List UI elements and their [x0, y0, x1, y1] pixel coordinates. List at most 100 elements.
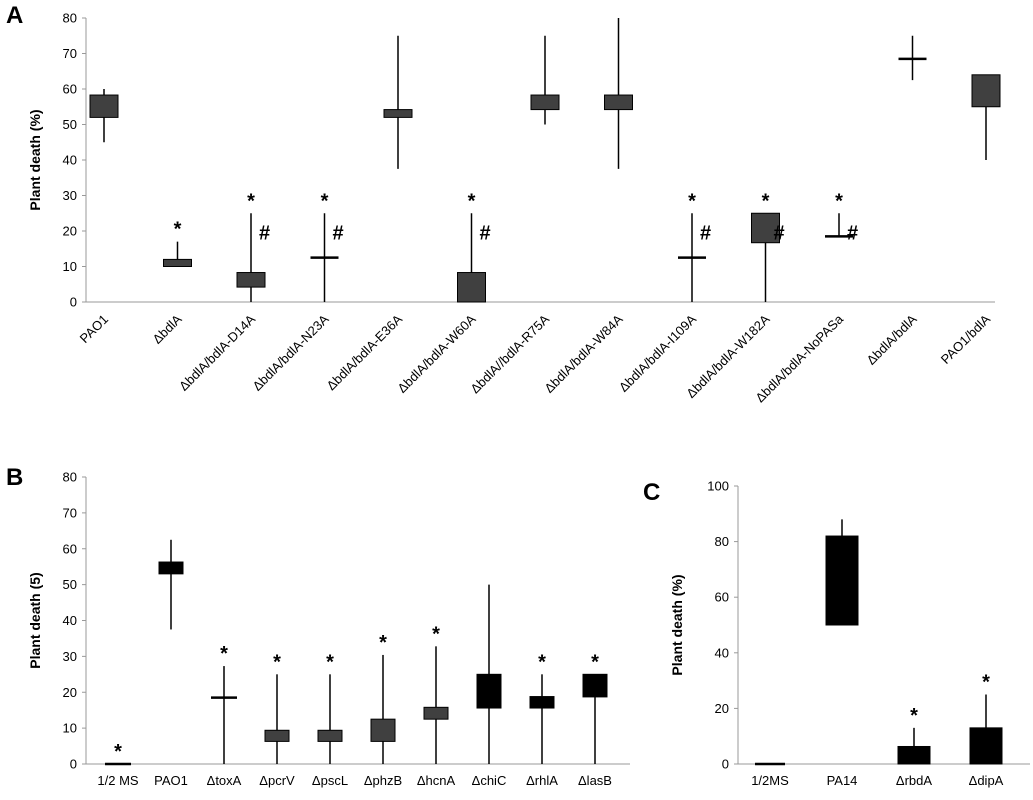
category-label-9: ΔlasB [578, 773, 612, 788]
significance-star-9: * [762, 190, 770, 212]
significance-star-9: * [591, 651, 599, 673]
y-tick-label: 60 [715, 590, 729, 605]
y-tick-label: 80 [715, 534, 729, 549]
y-tick-label: 40 [63, 153, 77, 168]
box-7 [476, 673, 502, 709]
category-label-1: PAO1 [154, 773, 188, 788]
significance-hash-9: # [774, 222, 785, 244]
significance-star-2: * [220, 643, 228, 665]
y-tick-label: 0 [70, 757, 77, 772]
y-tick-label: 80 [63, 470, 77, 485]
box-1 [163, 258, 192, 267]
y-tick-label: 20 [63, 685, 77, 700]
box-4 [317, 729, 343, 742]
box-2 [236, 272, 266, 288]
category-label-8: ΔbdlA/bdlA-I109A [616, 311, 699, 394]
category-label-2: ΔbdlA/bdlA-D14A [176, 311, 258, 393]
significance-star-8: * [538, 651, 546, 673]
y-tick-label: 0 [70, 295, 77, 310]
category-label-5: ΔbdlA/bdlA-W60A [394, 311, 478, 395]
significance-hash-5: # [480, 222, 491, 244]
y-tick-label: 50 [63, 117, 77, 132]
category-label-11: ΔbdlA/bdlA [864, 311, 920, 367]
significance-star-4: * [326, 651, 334, 673]
y-tick-label: 100 [707, 479, 729, 494]
category-label-0: 1/2MS [751, 773, 789, 788]
significance-star-5: * [379, 632, 387, 654]
category-label-8: ΔrhlA [526, 773, 558, 788]
box-4 [383, 109, 413, 118]
category-label-3: ΔdipA [969, 773, 1004, 788]
panel-b: B 0 10 20 30 40 50 60 70 80 Plant death (5) 1/2 MS… [6, 464, 630, 788]
significance-star-2: * [247, 190, 255, 212]
box-12 [971, 74, 1001, 108]
category-label-3: ΔpcrV [259, 773, 295, 788]
significance-star-3: * [273, 651, 281, 673]
box-1 [158, 561, 184, 575]
significance-hash-2: # [259, 222, 270, 244]
significance-star-6: * [432, 623, 440, 645]
significance-hash-8: # [700, 222, 711, 244]
category-label-4: ΔpscL [312, 773, 348, 788]
panel-b-label: B [6, 464, 23, 491]
category-label-6: ΔhcnA [417, 773, 456, 788]
significance-star-1: * [174, 219, 182, 241]
box-9 [582, 673, 608, 698]
panel-a: A 0 10 20 30 40 50 60 70 80 Plant death (%) PAO1 Δb… [6, 2, 1001, 405]
significance-star-8: * [688, 190, 696, 212]
y-tick-label: 70 [63, 46, 77, 61]
significance-star-2: * [910, 705, 918, 727]
y-tick-label: 60 [63, 541, 77, 556]
y-tick-label: 20 [63, 224, 77, 239]
y-axis-label: Plant death (%) [27, 109, 43, 210]
category-label-4: ΔbdlA/bdlA-E36A [323, 311, 405, 393]
category-label-3: ΔbdlA/bdlA-N23A [249, 311, 331, 393]
panel-a-label: A [6, 2, 23, 29]
y-tick-label: 70 [63, 505, 77, 520]
box-0 [89, 94, 119, 118]
box-9 [751, 212, 780, 244]
category-label-7: ΔbdlA/bdlA-W84A [541, 311, 625, 395]
category-label-6: ΔbdlA//bdlA-R75A [467, 311, 552, 396]
y-axis-label: Plant death (%) [669, 574, 685, 675]
y-tick-label: 40 [715, 645, 729, 660]
box-6 [530, 94, 560, 111]
y-tick-label: 10 [63, 259, 77, 274]
panel-c-label: C [643, 479, 660, 506]
y-tick-label: 10 [63, 721, 77, 736]
significance-hash-10: # [847, 222, 858, 244]
panel-c: C 0 20 40 60 80 100 Plant death (%) 1/2MS PA14 Δr… [643, 479, 1030, 788]
significance-star-5: * [468, 190, 476, 212]
category-label-2: ΔrbdA [896, 773, 932, 788]
box-5 [457, 272, 486, 303]
box-1 [825, 535, 859, 626]
y-tick-label: 50 [63, 577, 77, 592]
significance-hash-3: # [333, 222, 344, 244]
category-label-5: ΔphzB [364, 773, 402, 788]
y-tick-label: 60 [63, 82, 77, 97]
box-3 [969, 727, 1003, 765]
significance-star-10: * [835, 190, 843, 212]
y-tick-label: 20 [715, 701, 729, 716]
box-8 [529, 696, 555, 709]
y-tick-label: 30 [63, 188, 77, 203]
category-label-1: ΔbdlA [149, 311, 184, 346]
significance-star-3: * [982, 672, 990, 694]
category-label-1: PA14 [827, 773, 858, 788]
box-2 [897, 745, 931, 765]
y-tick-label: 80 [63, 11, 77, 26]
box-5 [370, 718, 396, 742]
y-tick-label: 0 [722, 757, 729, 772]
category-label-12: PAO1/bdlA [938, 311, 994, 367]
box-6 [423, 706, 449, 720]
category-label-0: PAO1 [77, 312, 111, 346]
category-label-7: ΔchiC [472, 773, 507, 788]
category-label-0: 1/2 MS [97, 773, 139, 788]
y-tick-label: 30 [63, 649, 77, 664]
y-tick-label: 40 [63, 613, 77, 628]
box-3 [264, 729, 290, 742]
significance-star-3: * [321, 190, 329, 212]
box-7 [604, 94, 633, 111]
category-label-2: ΔtoxA [207, 773, 242, 788]
